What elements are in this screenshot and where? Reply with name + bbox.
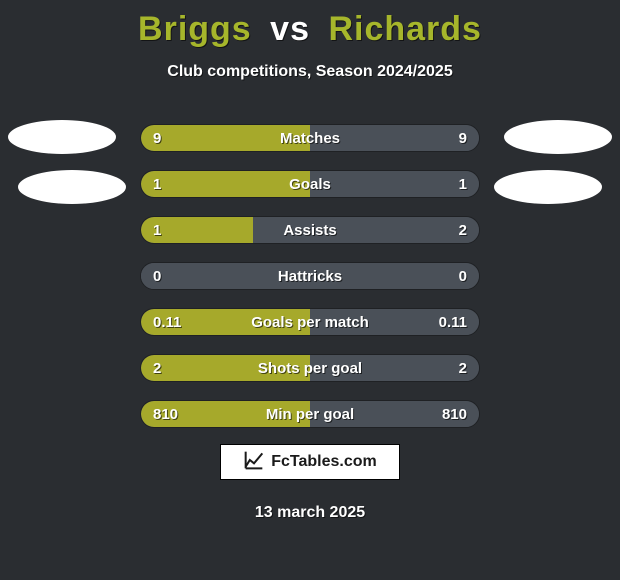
- stat-value-right: 2: [459, 355, 467, 382]
- stat-label: Shots per goal: [258, 355, 362, 382]
- stat-label: Goals: [289, 171, 331, 198]
- stat-value-left: 0.11: [153, 309, 181, 336]
- player2-avatar-shape-2: [494, 170, 602, 204]
- title-vs: vs: [270, 10, 310, 48]
- page-title: Briggs vs Richards: [0, 10, 620, 49]
- stat-value-right: 810: [442, 401, 467, 428]
- comparison-card: Briggs vs Richards Club competitions, Se…: [0, 0, 620, 580]
- player1-avatar-shape-2: [18, 170, 126, 204]
- stat-row: 1 1 Goals: [140, 170, 480, 198]
- date: 13 march 2025: [0, 504, 620, 522]
- stat-value-right: 1: [459, 171, 467, 198]
- stat-value-right: 0.11: [439, 309, 467, 336]
- stat-value-left: 0: [153, 263, 161, 290]
- stat-row: 1 2 Assists: [140, 216, 480, 244]
- subtitle: Club competitions, Season 2024/2025: [0, 63, 620, 81]
- stat-label: Goals per match: [251, 309, 369, 336]
- branding-text: FcTables.com: [271, 453, 377, 471]
- title-player1: Briggs: [138, 10, 252, 48]
- title-player2: Richards: [328, 10, 482, 48]
- stat-value-left: 1: [153, 217, 161, 244]
- player2-avatar-shape-1: [504, 120, 612, 154]
- stat-value-left: 2: [153, 355, 161, 382]
- stat-value-right: 2: [459, 217, 467, 244]
- stat-value-right: 9: [459, 125, 467, 152]
- stat-value-left: 810: [153, 401, 178, 428]
- stat-label: Matches: [280, 125, 340, 152]
- stat-label: Min per goal: [266, 401, 354, 428]
- stat-label: Hattricks: [278, 263, 342, 290]
- stat-value-left: 9: [153, 125, 161, 152]
- stat-bar-right: [310, 171, 479, 197]
- stat-row: 0.11 0.11 Goals per match: [140, 308, 480, 336]
- stat-row: 9 9 Matches: [140, 124, 480, 152]
- player1-avatar-shape-1: [8, 120, 116, 154]
- stat-label: Assists: [283, 217, 336, 244]
- stat-row: 2 2 Shots per goal: [140, 354, 480, 382]
- stat-row: 810 810 Min per goal: [140, 400, 480, 428]
- branding-badge: FcTables.com: [220, 444, 400, 480]
- stat-row: 0 0 Hattricks: [140, 262, 480, 290]
- stat-value-right: 0: [459, 263, 467, 290]
- chart-icon: [243, 450, 265, 475]
- stat-value-left: 1: [153, 171, 161, 198]
- stats-bars: 9 9 Matches 1 1 Goals 1 2 Assists 0 0 Hattricks 0.11…: [140, 124, 480, 446]
- stat-bar-left: [141, 171, 310, 197]
